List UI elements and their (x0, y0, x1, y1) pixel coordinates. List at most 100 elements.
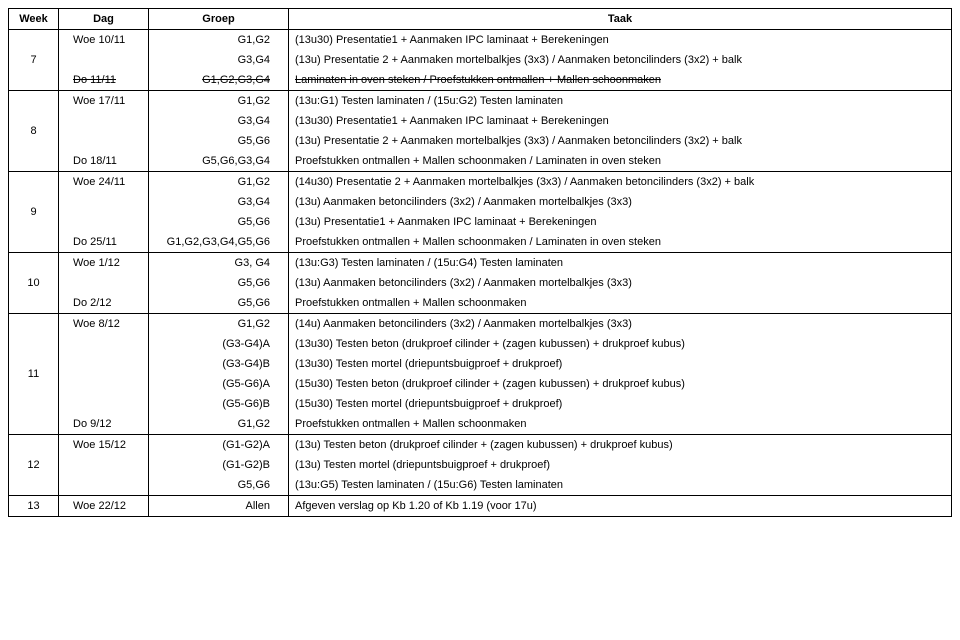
week-cell: 8 (9, 91, 59, 172)
groep-cell: G5,G6 (149, 273, 289, 293)
dag-cell: Do 11/11 (59, 70, 149, 91)
taak-cell: Afgeven verslag op Kb 1.20 of Kb 1.19 (v… (289, 496, 952, 517)
groep-cell: G1,G2 (149, 414, 289, 435)
taak-cell: Proefstukken ontmallen + Mallen schoonma… (289, 232, 952, 253)
schedule-table: Week Dag Groep Taak 7Woe 10/11G1,G2(13u3… (8, 8, 952, 517)
week-cell: 13 (9, 496, 59, 517)
table-row: 11Woe 8/12G1,G2(14u) Aanmaken betoncilin… (9, 314, 952, 335)
taak-cell: Proefstukken ontmallen + Mallen schoonma… (289, 151, 952, 172)
groep-cell: (G1-G2)A (149, 435, 289, 456)
table-row: Do 2/12G5,G6Proefstukken ontmallen + Mal… (9, 293, 952, 314)
groep-cell: G5,G6 (149, 475, 289, 496)
groep-cell: G5,G6 (149, 293, 289, 314)
taak-cell: (15u30) Testen beton (drukproef cilinder… (289, 374, 952, 394)
week-cell: 7 (9, 30, 59, 91)
table-row: 10Woe 1/12G3, G4(13u:G3) Testen laminate… (9, 253, 952, 274)
dag-cell (59, 455, 149, 475)
taak-cell: (13u:G1) Testen laminaten / (15u:G2) Tes… (289, 91, 952, 112)
week-cell: 10 (9, 253, 59, 314)
table-row: Do 11/11G1,G2,G3,G4Laminaten in oven ste… (9, 70, 952, 91)
table-row: 8Woe 17/11G1,G2(13u:G1) Testen laminaten… (9, 91, 952, 112)
taak-cell: Proefstukken ontmallen + Mallen schoonma… (289, 414, 952, 435)
dag-cell (59, 374, 149, 394)
dag-cell: Woe 22/12 (59, 496, 149, 517)
groep-cell: G1,G2 (149, 172, 289, 193)
week-cell: 9 (9, 172, 59, 253)
table-row: Do 18/11G5,G6,G3,G4Proefstukken ontmalle… (9, 151, 952, 172)
table-row: (G1-G2)B(13u) Testen mortel (driepuntsbu… (9, 455, 952, 475)
table-row: (G5-G6)B(15u30) Testen mortel (driepunts… (9, 394, 952, 414)
dag-cell: Woe 15/12 (59, 435, 149, 456)
taak-cell: (13u30) Testen beton (drukproef cilinder… (289, 334, 952, 354)
dag-cell: Do 2/12 (59, 293, 149, 314)
groep-cell: (G5-G6)B (149, 394, 289, 414)
dag-cell (59, 131, 149, 151)
groep-cell: Allen (149, 496, 289, 517)
taak-cell: (13u) Aanmaken betoncilinders (3x2) / Aa… (289, 192, 952, 212)
table-row: G3,G4(13u30) Presentatie1 + Aanmaken IPC… (9, 111, 952, 131)
table-row: G5,G6(13u) Presentatie1 + Aanmaken IPC l… (9, 212, 952, 232)
table-row: (G3-G4)B(13u30) Testen mortel (driepunts… (9, 354, 952, 374)
table-row: G3,G4(13u) Aanmaken betoncilinders (3x2)… (9, 192, 952, 212)
col-header-week: Week (9, 9, 59, 30)
dag-cell: Woe 8/12 (59, 314, 149, 335)
taak-cell: (13u) Testen beton (drukproef cilinder +… (289, 435, 952, 456)
groep-cell: G3,G4 (149, 192, 289, 212)
table-row: G5,G6(13u) Presentatie 2 + Aanmaken mort… (9, 131, 952, 151)
dag-cell (59, 111, 149, 131)
dag-cell (59, 334, 149, 354)
groep-cell: (G5-G6)A (149, 374, 289, 394)
table-row: G5,G6(13u:G5) Testen laminaten / (15u:G6… (9, 475, 952, 496)
table-row: 7Woe 10/11G1,G2(13u30) Presentatie1 + Aa… (9, 30, 952, 51)
col-header-dag: Dag (59, 9, 149, 30)
header-row: Week Dag Groep Taak (9, 9, 952, 30)
dag-cell (59, 475, 149, 496)
groep-cell: G1,G2 (149, 91, 289, 112)
dag-cell (59, 273, 149, 293)
taak-cell: (13u) Presentatie 2 + Aanmaken mortelbal… (289, 131, 952, 151)
dag-cell: Do 25/11 (59, 232, 149, 253)
taak-cell: (14u) Aanmaken betoncilinders (3x2) / Aa… (289, 314, 952, 335)
table-row: 12Woe 15/12(G1-G2)A(13u) Testen beton (d… (9, 435, 952, 456)
dag-cell: Woe 1/12 (59, 253, 149, 274)
table-row: (G5-G6)A(15u30) Testen beton (drukproef … (9, 374, 952, 394)
groep-cell: (G3-G4)B (149, 354, 289, 374)
groep-cell: G1,G2 (149, 30, 289, 51)
table-row: 9Woe 24/11G1,G2(14u30) Presentatie 2 + A… (9, 172, 952, 193)
taak-cell: (13u:G3) Testen laminaten / (15u:G4) Tes… (289, 253, 952, 274)
dag-cell: Woe 24/11 (59, 172, 149, 193)
dag-cell: Woe 17/11 (59, 91, 149, 112)
dag-cell: Do 9/12 (59, 414, 149, 435)
taak-cell: (13u) Presentatie 2 + Aanmaken mortelbal… (289, 50, 952, 70)
taak-cell: (13u30) Presentatie1 + Aanmaken IPC lami… (289, 30, 952, 51)
dag-cell (59, 354, 149, 374)
dag-cell (59, 192, 149, 212)
groep-cell: G5,G6 (149, 212, 289, 232)
taak-cell: (13u) Aanmaken betoncilinders (3x2) / Aa… (289, 273, 952, 293)
taak-cell: (13u30) Testen mortel (driepuntsbuigproe… (289, 354, 952, 374)
groep-cell: G5,G6,G3,G4 (149, 151, 289, 172)
dag-cell: Woe 10/11 (59, 30, 149, 51)
groep-cell: (G1-G2)B (149, 455, 289, 475)
groep-cell: G1,G2,G3,G4 (149, 70, 289, 91)
groep-cell: G3,G4 (149, 111, 289, 131)
table-row: G5,G6(13u) Aanmaken betoncilinders (3x2)… (9, 273, 952, 293)
taak-cell: Laminaten in oven steken / Proefstukken … (289, 70, 952, 91)
taak-cell: Proefstukken ontmallen + Mallen schoonma… (289, 293, 952, 314)
table-row: Do 9/12G1,G2Proefstukken ontmallen + Mal… (9, 414, 952, 435)
week-cell: 11 (9, 314, 59, 435)
table-row: Do 25/11G1,G2,G3,G4,G5,G6Proefstukken on… (9, 232, 952, 253)
taak-cell: (13u) Presentatie1 + Aanmaken IPC lamina… (289, 212, 952, 232)
groep-cell: G3,G4 (149, 50, 289, 70)
groep-cell: (G3-G4)A (149, 334, 289, 354)
table-row: (G3-G4)A(13u30) Testen beton (drukproef … (9, 334, 952, 354)
week-cell: 12 (9, 435, 59, 496)
dag-cell (59, 394, 149, 414)
groep-cell: G5,G6 (149, 131, 289, 151)
groep-cell: G3, G4 (149, 253, 289, 274)
dag-cell (59, 212, 149, 232)
taak-cell: (15u30) Testen mortel (driepuntsbuigproe… (289, 394, 952, 414)
taak-cell: (14u30) Presentatie 2 + Aanmaken mortelb… (289, 172, 952, 193)
table-row: G3,G4(13u) Presentatie 2 + Aanmaken mort… (9, 50, 952, 70)
taak-cell: (13u) Testen mortel (driepuntsbuigproef … (289, 455, 952, 475)
